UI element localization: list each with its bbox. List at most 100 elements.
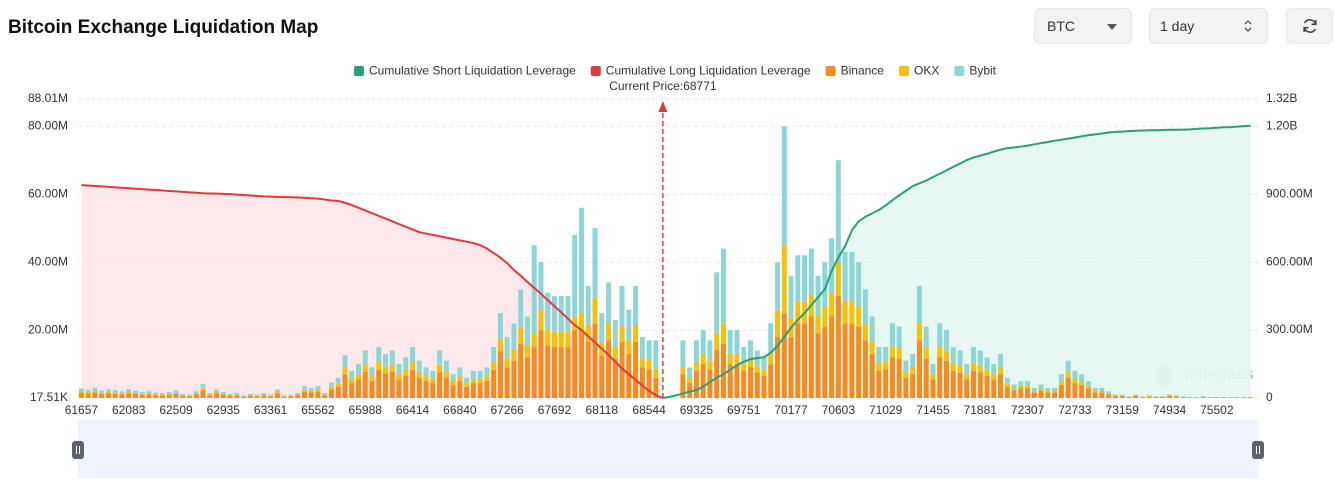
bar-segment bbox=[639, 336, 645, 359]
labels-layer: 17.51K 20.00M 40.00M 60.00M 80.00M 88.01M 0 300… bbox=[28, 64, 1313, 418]
bar-segment bbox=[1018, 381, 1024, 386]
bar-segment bbox=[653, 340, 659, 370]
bar-segment bbox=[349, 379, 355, 384]
bar-segment bbox=[443, 360, 449, 372]
bar-segment bbox=[727, 353, 733, 365]
bar-segment bbox=[247, 395, 253, 396]
bar-segment bbox=[1234, 397, 1240, 398]
bar-segment bbox=[214, 391, 220, 394]
y2-tick-label: 0 bbox=[1266, 390, 1273, 404]
bar-segment bbox=[328, 389, 334, 398]
bar-segment bbox=[761, 369, 767, 376]
bar-segment bbox=[795, 301, 801, 324]
bar-segment bbox=[214, 393, 220, 398]
zoom-slider[interactable] bbox=[78, 420, 1258, 478]
x-tick-label: 72307 bbox=[1011, 403, 1045, 417]
bar-segment bbox=[883, 347, 889, 362]
bar-segment bbox=[754, 372, 760, 398]
bar-segment bbox=[937, 357, 943, 398]
bar-segment bbox=[511, 349, 517, 361]
symbol-select[interactable]: BTC bbox=[1034, 8, 1132, 44]
bar-segment bbox=[788, 336, 794, 398]
bar-segment bbox=[531, 245, 537, 334]
bar-segment bbox=[896, 358, 902, 398]
bar-segment bbox=[626, 309, 632, 341]
bar-segment bbox=[707, 369, 713, 398]
bar-segment bbox=[470, 370, 476, 380]
bar-segment bbox=[342, 355, 348, 369]
x-tick-label: 72733 bbox=[1058, 403, 1092, 417]
bar-segment bbox=[835, 296, 841, 398]
bar-segment bbox=[545, 292, 551, 330]
bar-segment bbox=[443, 377, 449, 398]
bar-segment bbox=[1025, 385, 1031, 389]
bar-segment bbox=[842, 301, 848, 324]
bar-segment bbox=[1052, 390, 1058, 393]
bar-segment bbox=[132, 390, 138, 393]
bar-segment bbox=[1065, 360, 1071, 372]
bar-segment bbox=[741, 363, 747, 371]
bar-segment bbox=[781, 313, 787, 398]
y-tick-label: 80.00M bbox=[28, 118, 68, 132]
bar-segment bbox=[1167, 394, 1173, 396]
bar-segment bbox=[1119, 394, 1125, 396]
bar-segment bbox=[308, 387, 314, 391]
bar-segment bbox=[727, 330, 733, 354]
bar-segment bbox=[531, 347, 537, 398]
bar-segment bbox=[606, 282, 612, 323]
legend-swatch bbox=[898, 66, 909, 76]
bar-segment bbox=[1139, 397, 1145, 398]
bar-segment bbox=[720, 323, 726, 344]
bar-segment bbox=[977, 350, 983, 366]
zoom-handle-left[interactable] bbox=[72, 441, 84, 459]
refresh-button[interactable] bbox=[1286, 8, 1333, 44]
bar-segment bbox=[335, 386, 341, 398]
bar-segment bbox=[207, 395, 213, 398]
bar-segment bbox=[1133, 394, 1139, 396]
bar-segment bbox=[971, 363, 977, 371]
x-tick-label: 62083 bbox=[112, 403, 146, 417]
bar-segment bbox=[416, 360, 422, 372]
bar-segment bbox=[558, 296, 564, 332]
bar-segment bbox=[410, 362, 416, 370]
bar-segment bbox=[132, 393, 138, 398]
bar-segment bbox=[795, 323, 801, 398]
bar-segment bbox=[105, 391, 111, 394]
y2-tick-label: 300.00M bbox=[1266, 322, 1313, 336]
bar-segment bbox=[680, 367, 686, 375]
bar-segment bbox=[808, 248, 814, 295]
bar-segment bbox=[579, 330, 585, 398]
bar-segment bbox=[153, 395, 159, 398]
bar-segment bbox=[477, 370, 483, 380]
bar-segment bbox=[943, 330, 949, 351]
bar-segment bbox=[227, 395, 233, 398]
bar-segment bbox=[416, 371, 422, 378]
bar-segment bbox=[1119, 395, 1125, 397]
bar-segment bbox=[383, 366, 389, 374]
bar-segment bbox=[180, 395, 186, 398]
bar-segment bbox=[1011, 388, 1017, 391]
bar-segment bbox=[1092, 387, 1098, 391]
bar-segment bbox=[585, 325, 591, 342]
bar-segment bbox=[950, 370, 956, 398]
bar-segment bbox=[829, 292, 835, 317]
bar-segment bbox=[1221, 397, 1227, 398]
zoom-handle-right[interactable] bbox=[1252, 441, 1264, 459]
bar-segment bbox=[1173, 396, 1179, 397]
bar-segment bbox=[1018, 388, 1024, 398]
bar-segment bbox=[457, 381, 463, 398]
bar-segment bbox=[937, 323, 943, 347]
bar-segment bbox=[835, 262, 841, 297]
x-tick-label: 73159 bbox=[1106, 403, 1140, 417]
bar-segment bbox=[315, 389, 321, 392]
x-tick-label: 71029 bbox=[869, 403, 903, 417]
legend-swatch bbox=[954, 66, 965, 76]
current-price-arrow bbox=[658, 101, 668, 112]
bar-segment bbox=[254, 394, 260, 396]
bar-segment bbox=[383, 373, 389, 398]
bar-segment bbox=[551, 331, 557, 348]
range-select[interactable]: 1 day bbox=[1149, 8, 1268, 44]
bar-segment bbox=[497, 313, 503, 339]
bar-segment bbox=[984, 357, 990, 370]
bar-segment bbox=[606, 322, 612, 341]
